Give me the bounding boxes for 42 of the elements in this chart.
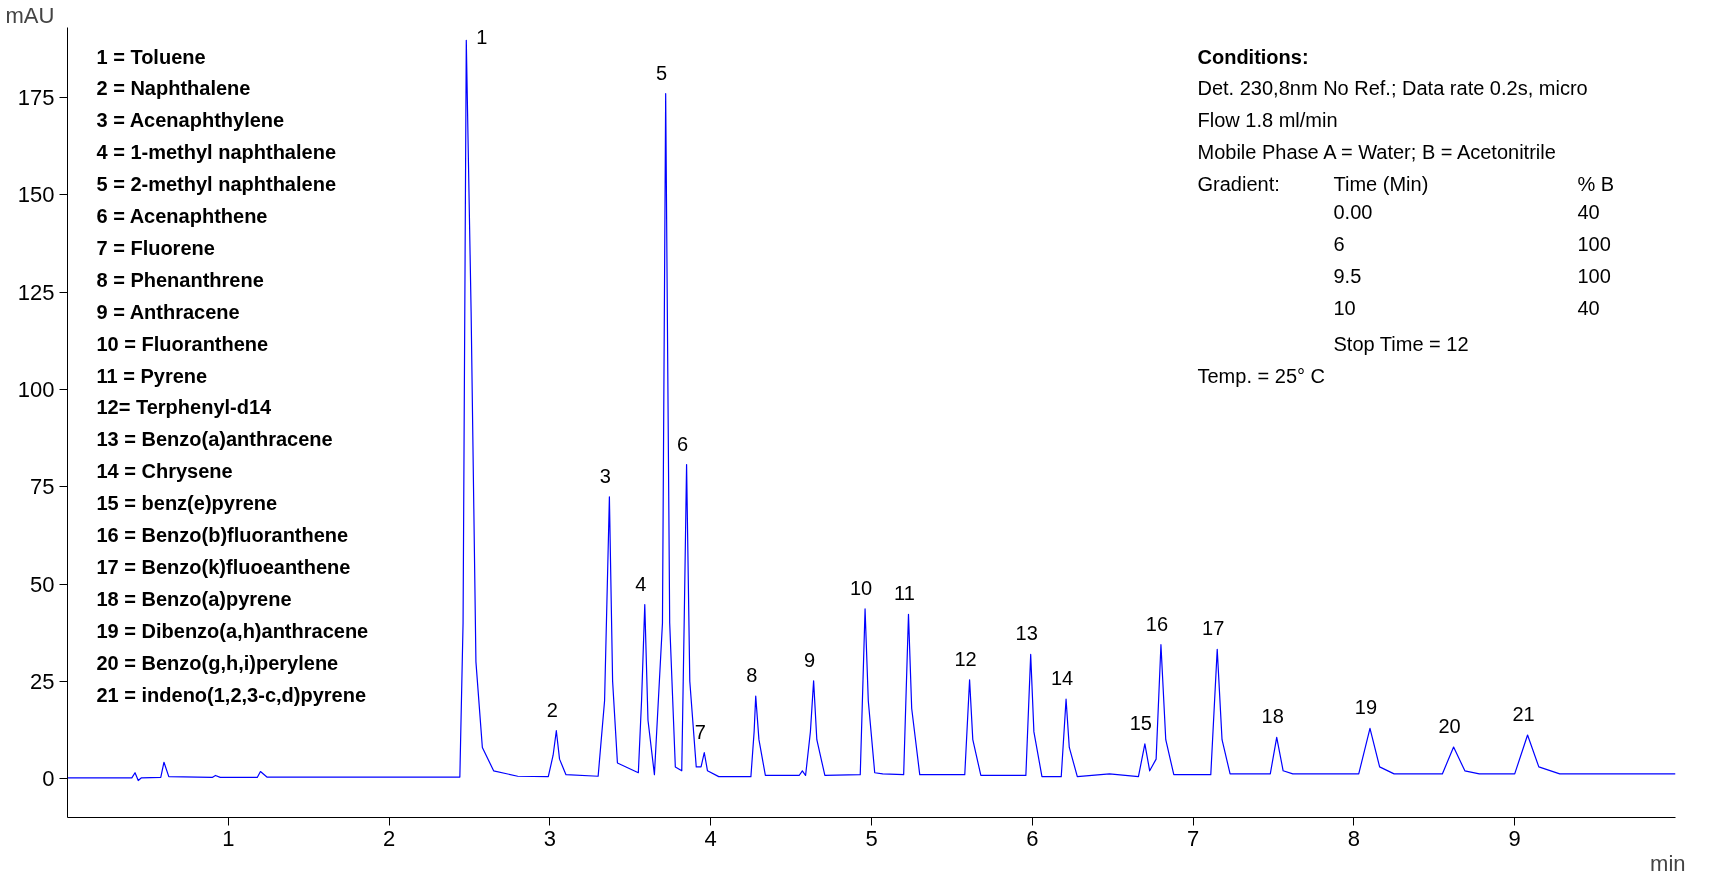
annotation: 12 [954, 647, 977, 670]
annotation: 5 [656, 61, 668, 84]
annotation: 11 [894, 582, 915, 605]
annotation: 6 [677, 432, 689, 455]
x-tick-label: 9 [1508, 825, 1521, 851]
annotation: 7 [694, 720, 706, 743]
x-tick-label: 1 [222, 825, 235, 851]
y-tick-label: 25 [30, 668, 55, 694]
y-tick-label: 0 [42, 766, 55, 792]
y-tick-label: 150 [17, 182, 55, 208]
annotation: 9 [804, 648, 816, 671]
x-tick-label: 5 [865, 825, 878, 851]
x-tick-label: 2 [382, 825, 396, 851]
x-tick-label: 4 [704, 825, 717, 851]
annotation: 10 [849, 576, 873, 599]
x-axis-title: min [1650, 850, 1686, 876]
annotation: 16 [1145, 612, 1169, 635]
annotation: 1 [476, 25, 488, 48]
annotation: 8 [746, 664, 758, 687]
annotation: 19 [1354, 696, 1378, 719]
y-tick-label: 125 [17, 279, 55, 305]
x-tick-label: 8 [1347, 825, 1361, 851]
annotation: 3 [599, 464, 611, 487]
annotation: 4 [635, 572, 647, 595]
annotation: 18 [1261, 705, 1284, 728]
x-tick-label: 6 [1026, 825, 1039, 851]
x-tick-label: 3 [543, 825, 557, 851]
annotation: 17 [1202, 617, 1225, 640]
x-tick-label: 7 [1186, 825, 1200, 851]
annotation: 14 [1050, 667, 1074, 690]
annotation: 20 [1438, 715, 1461, 738]
annotation: 15 [1129, 711, 1152, 734]
text: Conditions: Det. 230,8nm No Ref.; Data rate 0.2s, micro Flow 1.8 ml/min Mobile Phase A = Water; B = Acetonitrile Gradient: Time (Min) % B 0.00 40 6 100 9.5 100 10 40 Stop Time = 12 Temp. = 25° C [1197, 45, 1615, 387]
annotation: 21 [1512, 703, 1535, 725]
y-tick-label: 75 [30, 474, 55, 500]
text: 1 = Toluene 2 = Naphthalene 3 = Acenaphthylene 4 = 1-methyl naphthalene 5 = 2-methyl naphthalene 6 = Acenaphthene 7 = Fluorene 8 = Phenanthrene 9 = Anthracene 10 = Fluoranthene 11 = Pyrene 12= Terphenyl-d14 13 = Benzo(a)anthracene 14 = Chrysene 15 = benz(e)pyrene 16 = Benzo(b)fluoranthene 17 = Benzo(k)fluoeanthene 18 = Benzo(a)pyrene 19 = Dibenzo(a,h)anthracene 20 = Benzo(g,h,i)perylene 21 = indeno(1,2,3-c,d)pyrene [96, 45, 369, 706]
y-tick-label: 100 [17, 376, 55, 402]
y-tick-label: 50 [30, 571, 55, 597]
y-axis-title: mAU [5, 2, 55, 28]
annotation: 2 [546, 698, 558, 721]
y-tick-label: 175 [17, 85, 55, 111]
annotation: 13 [1015, 622, 1038, 645]
